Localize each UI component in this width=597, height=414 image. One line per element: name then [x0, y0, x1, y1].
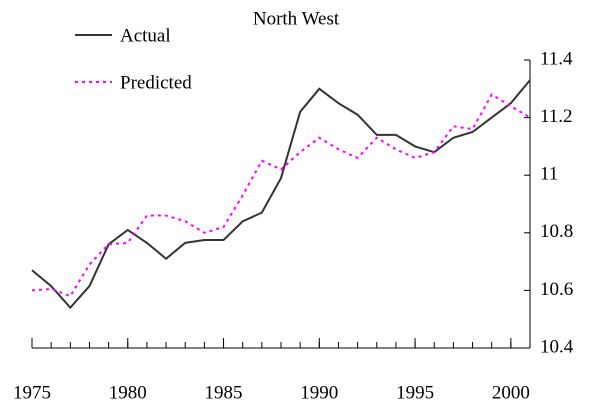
legend-label: Predicted [120, 72, 192, 93]
x-tick-label: 1975 [13, 382, 51, 403]
chart-title: North West [253, 8, 340, 29]
x-tick-label: 2000 [492, 382, 530, 403]
legend-label: Actual [120, 25, 171, 46]
x-tick-label: 1990 [300, 382, 338, 403]
y-tick-label: 11.2 [540, 106, 573, 127]
x-tick-label: 1995 [396, 382, 434, 403]
x-tick-label: 1985 [205, 382, 243, 403]
y-tick-label: 11.4 [540, 48, 573, 69]
x-tick-label: 1980 [109, 382, 147, 403]
y-tick-label: 10.6 [540, 279, 573, 300]
y-tick-label: 10.4 [540, 336, 574, 357]
y-tick-label: 10.8 [540, 221, 573, 242]
y-tick-label: 11 [540, 164, 558, 185]
series-line [31, 93, 531, 298]
series-line [31, 79, 531, 310]
